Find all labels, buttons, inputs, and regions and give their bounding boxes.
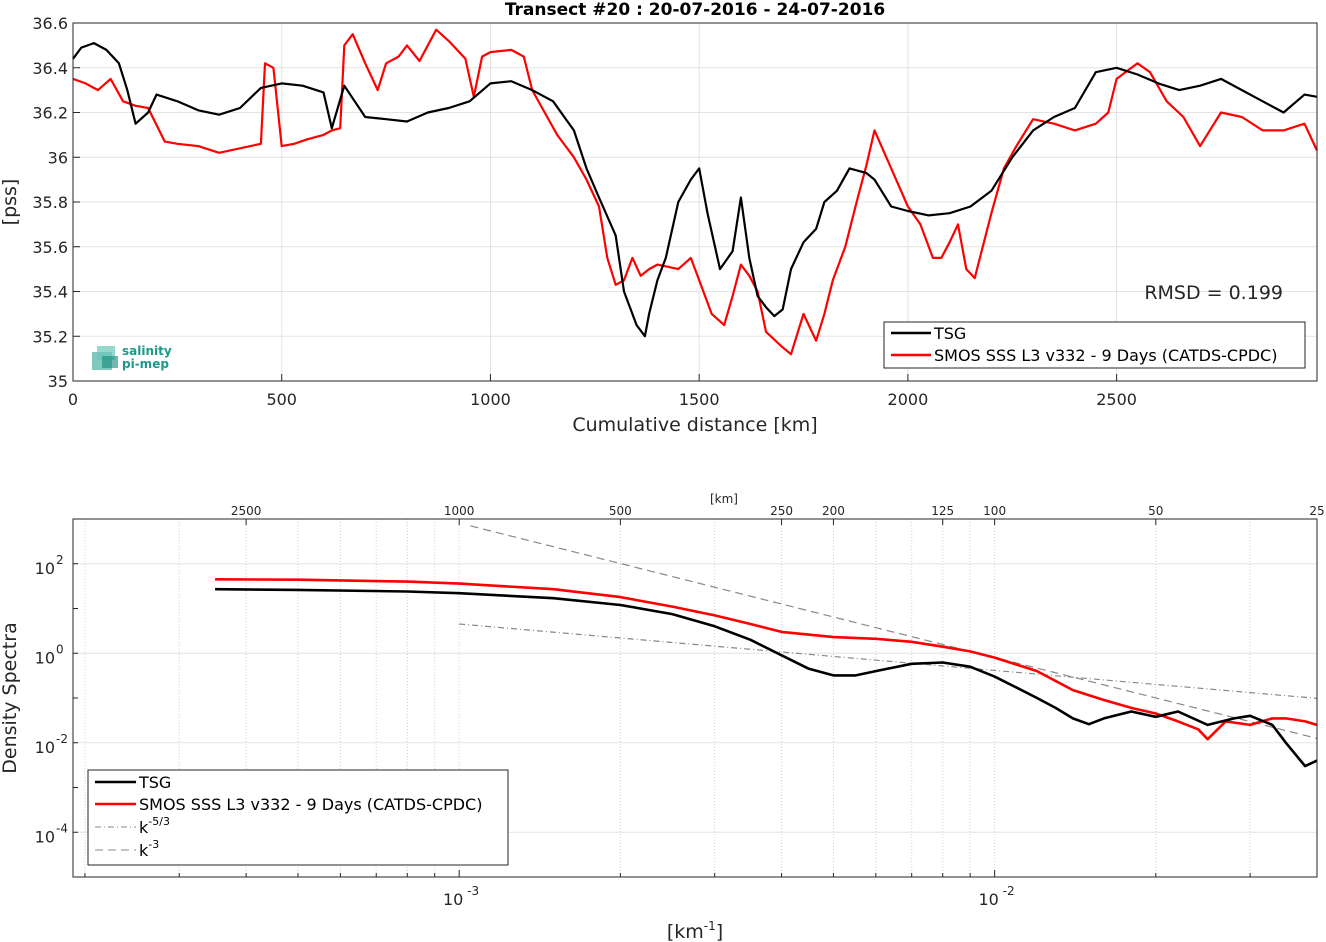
top-tick-labels: 2500 1000 500 250 200 125 100 50 25 [231, 504, 1325, 518]
series-line-k3 [470, 525, 1318, 739]
legend-box [87, 769, 509, 866]
x-tick-exponent: -3 [467, 884, 479, 898]
top-tick-label: 50 [1148, 504, 1163, 518]
y-tick-label: 35.8 [32, 193, 68, 212]
y-tick-label: 36 [48, 148, 68, 167]
legend: TSG SMOS SSS L3 v332 - 9 Days (CATDS-CPD… [87, 769, 509, 866]
logo-block-icon [102, 356, 118, 368]
y-tick-label: 36.2 [32, 104, 68, 123]
logo-text-line1: salinity [122, 344, 172, 358]
plot-frame [72, 518, 1318, 878]
y-tick-label: 36.4 [32, 59, 68, 78]
top-tick-label: 100 [983, 504, 1006, 518]
series-line-k53 [459, 623, 1318, 699]
top-tick-label: 25 [1309, 504, 1324, 518]
chart-title: Transect #20 : 20-07-2016 - 24-07-2016 [505, 0, 885, 20]
x-tick-label: 2500 [1096, 390, 1137, 409]
y-tick-label: 35.4 [32, 283, 68, 302]
legend-label-tsg: TSG [933, 324, 966, 343]
x-tick-label: 1500 [679, 390, 720, 409]
series-line-tsg [215, 587, 1318, 768]
top-tick-label: 1000 [444, 504, 475, 518]
logo-text-line2: pi-mep [122, 357, 169, 371]
x-axis-label: Cumulative distance [km] [572, 414, 817, 436]
x-tick-label: 10 [978, 890, 998, 909]
legend-label-smos: SMOS SSS L3 v332 - 9 Days (CATDS-CPDC) [139, 795, 482, 814]
legend-box [883, 321, 1306, 369]
y-tick-exponent: -2 [56, 732, 68, 746]
y-tick-exponent: -4 [56, 821, 68, 835]
series-line-tsg [72, 41, 1318, 338]
y-tick-labels: 35 35.2 35.4 35.6 35.8 36 36.2 36.4 36.6 [32, 14, 68, 391]
x-tick-label: 10 [443, 890, 463, 909]
y-tick-label: 35.6 [32, 238, 68, 257]
series-line-smos [72, 28, 1318, 356]
salinity-transect-panel: Transect #20 : 20-07-2016 - 24-07-2016 0… [0, 0, 1318, 436]
y-tick-exponent: 0 [56, 642, 64, 656]
series-layer [72, 28, 1318, 356]
y-tick-label: 35.2 [32, 327, 68, 346]
x-tick-exponent: -2 [1003, 884, 1015, 898]
y-tick-label: 10 [35, 827, 55, 846]
legend-label-tsg: TSG [138, 773, 171, 792]
x-tick-label: 1000 [470, 390, 511, 409]
top-tick-label: 125 [931, 504, 954, 518]
top-tick-label: 500 [609, 504, 632, 518]
series-line-smos [215, 578, 1318, 741]
y-tick-label: 10 [35, 559, 55, 578]
y-tick-label: 36.6 [32, 14, 68, 33]
legend: TSG SMOS SSS L3 v332 - 9 Days (CATDS-CPD… [883, 321, 1306, 369]
y-tick-label: 10 [35, 738, 55, 757]
y-tick-exponent: 2 [56, 553, 64, 567]
rmsd-annotation: RMSD = 0.199 [1144, 282, 1283, 304]
y-tick-label: 10 [35, 648, 55, 667]
x-tick-label: 0 [68, 390, 78, 409]
plot-frame [72, 22, 1318, 382]
salinity-pimep-logo: salinity pi-mep [92, 344, 172, 371]
x-axis-label: [km-1] [667, 919, 723, 942]
top-axis-label: [km] [710, 492, 738, 506]
x-tick-labels: 0 500 1000 1500 2000 2500 [68, 390, 1137, 409]
top-tick-label: 200 [822, 504, 845, 518]
top-tick-label: 250 [770, 504, 793, 518]
y-axis-label: Density Spectra [0, 622, 21, 773]
x-tick-label: 500 [266, 390, 297, 409]
y-tick-label: 35 [48, 372, 68, 391]
top-tick-label: 2500 [231, 504, 262, 518]
legend-label-smos: SMOS SSS L3 v332 - 9 Days (CATDS-CPDC) [934, 346, 1277, 365]
y-axis-label: [pss] [0, 179, 21, 226]
x-tick-labels: 10 -3 10 -2 [443, 884, 1015, 909]
x-tick-label: 2000 [888, 390, 929, 409]
series-layer [215, 525, 1318, 768]
